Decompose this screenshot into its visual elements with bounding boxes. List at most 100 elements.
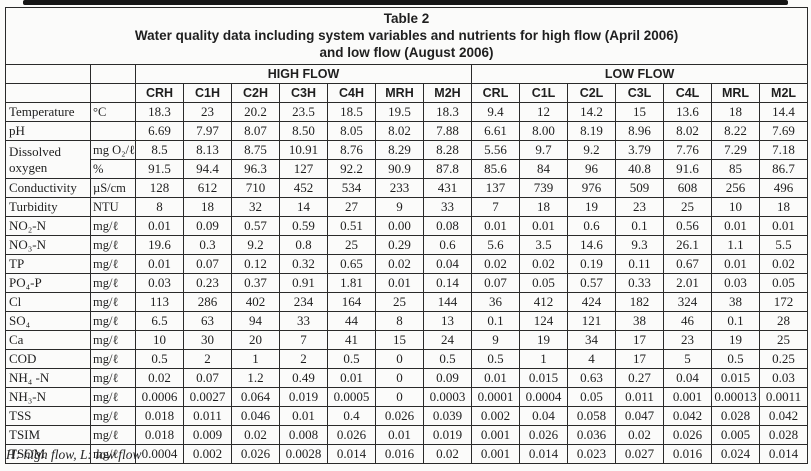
value-cell: 124 [519,311,568,331]
table-row: Turbidity NTU 8 18 32 14 27 9 33 7 18 19 23 25 10 18 [5,197,809,217]
param-cell: Ca [5,330,91,350]
value-cell: 0.01 [471,368,520,388]
value-cell: 0.036 [567,425,616,445]
column-header: M2L [758,83,809,103]
param-cell: TP [5,254,91,274]
table-row: PO₄-P mg/ℓ 0.03 0.23 0.37 0.91 1.81 0.01 0.14 0.0… [5,273,809,293]
value-cell: 0.002 [471,406,520,426]
value-cell: 0.026 [327,425,376,445]
value-cell: 0.32 [279,254,328,274]
value-cell: 0.02 [615,425,664,445]
value-cell: 8.19 [567,121,616,141]
table-row: NO₂-N mg/ℓ 0.01 0.09 0.57 0.59 0.51 0.00 0.08 0.0… [5,216,809,236]
param-cell: TSIM [5,425,91,445]
value-cell: 0.02 [423,444,472,464]
value-cell: 15 [615,102,664,122]
value-cell: 0.02 [758,254,809,274]
value-cell: 0.001 [663,387,712,407]
value-cell: 324 [663,292,712,312]
column-header: MRH [375,83,424,103]
param-cell: NO₂-N [5,216,91,236]
value-cell: 0.01 [135,216,184,236]
column-header-row: CRH C1H C2H C3H C4H MRH M2H CRL C1L C2L C3L C4L MRL M… [5,83,809,103]
value-cell: 0.08 [423,216,472,236]
value-cell: 19.5 [375,102,424,122]
value-cell: 0.4 [327,406,376,426]
value-cell: 86.7 [758,159,809,179]
value-cell: 0.63 [567,368,616,388]
corner-unit-cell [90,64,136,84]
value-cell: 1 [519,349,568,369]
value-cell: 233 [375,178,424,198]
value-cell: 18 [183,197,232,217]
value-cell: 23 [615,197,664,217]
value-cell: 182 [615,292,664,312]
value-cell: 1.81 [327,273,376,293]
value-cell: 0.00 [375,216,424,236]
value-cell: 28 [758,311,809,331]
value-cell: 24 [423,330,472,350]
unit-cell: mg/ℓ [90,273,136,293]
corner-unit-cell [90,83,136,103]
table-row: % 91.5 94.4 96.3 127 92.2 90.9 87.8 85.6 84 96 40.8… [6,159,809,179]
value-cell: 0.01 [135,254,184,274]
value-cell: 164 [327,292,376,312]
column-header: C3L [615,83,664,103]
value-cell: 94.4 [183,159,232,179]
unit-cell: mg/ℓ [90,254,136,274]
value-cell: 256 [711,178,760,198]
value-cell: 84 [519,159,568,179]
value-cell: 0.002 [183,444,232,464]
value-cell: 0.047 [615,406,664,426]
param-cell: NH₃-N [5,387,91,407]
value-cell: 23.5 [279,102,328,122]
value-cell: 0.29 [375,235,424,255]
value-cell: 94 [231,311,280,331]
value-cell: 0.01 [519,216,568,236]
value-cell: 8.75 [231,140,280,160]
value-cell: 0.011 [615,387,664,407]
value-cell: 8.05 [327,121,376,141]
value-cell: 0.37 [231,273,280,293]
value-cell: 25 [663,197,712,217]
value-cell: 14.4 [758,102,809,122]
value-cell: 0.05 [567,387,616,407]
value-cell: 18.3 [423,102,472,122]
value-cell: 0.5 [135,349,184,369]
value-cell: 17 [615,330,664,350]
value-cell: 30 [183,330,232,350]
table-row: pH 6.69 7.97 8.07 8.50 8.05 8.02 7.88 6.61 8.00 8.… [5,121,809,141]
param-cell: Dissolved oxygen [5,140,91,179]
table-body: Temperature °C 18.3 23 20.2 23.5 18.5 19.5 18.3 9… [5,102,809,464]
value-cell: 17 [615,349,664,369]
column-header: CRH [135,83,184,103]
value-cell: 0 [375,368,424,388]
value-cell: 14.2 [567,102,616,122]
value-cell: 0.019 [423,425,472,445]
value-cell: 12 [519,102,568,122]
value-cell: 234 [279,292,328,312]
value-cell: 0.3 [183,235,232,255]
param-cell: NO₃-N [5,235,91,255]
value-cell: 137 [471,178,520,198]
unit-cell: mg O₂/ℓ [90,140,136,160]
value-cell: 25 [758,330,809,350]
value-cell: 0.014 [758,444,809,464]
value-cell: 9 [375,197,424,217]
value-cell: 10 [135,330,184,350]
value-cell: 0.018 [135,425,184,445]
value-cell: 5.5 [758,235,809,255]
value-cell: 0.014 [519,444,568,464]
value-cell: 0.1 [711,311,760,331]
param-cell: TSOM [5,444,91,464]
value-cell: 710 [231,178,280,198]
value-cell: 0.0001 [471,387,520,407]
value-cell: 3.5 [519,235,568,255]
value-cell: 0.026 [231,444,280,464]
unit-cell: mg/ℓ [90,330,136,350]
value-cell: 0.042 [663,406,712,426]
value-cell: 18.5 [327,102,376,122]
value-cell: 10 [711,197,760,217]
value-cell: 18 [519,197,568,217]
value-cell: 0.6 [423,235,472,255]
